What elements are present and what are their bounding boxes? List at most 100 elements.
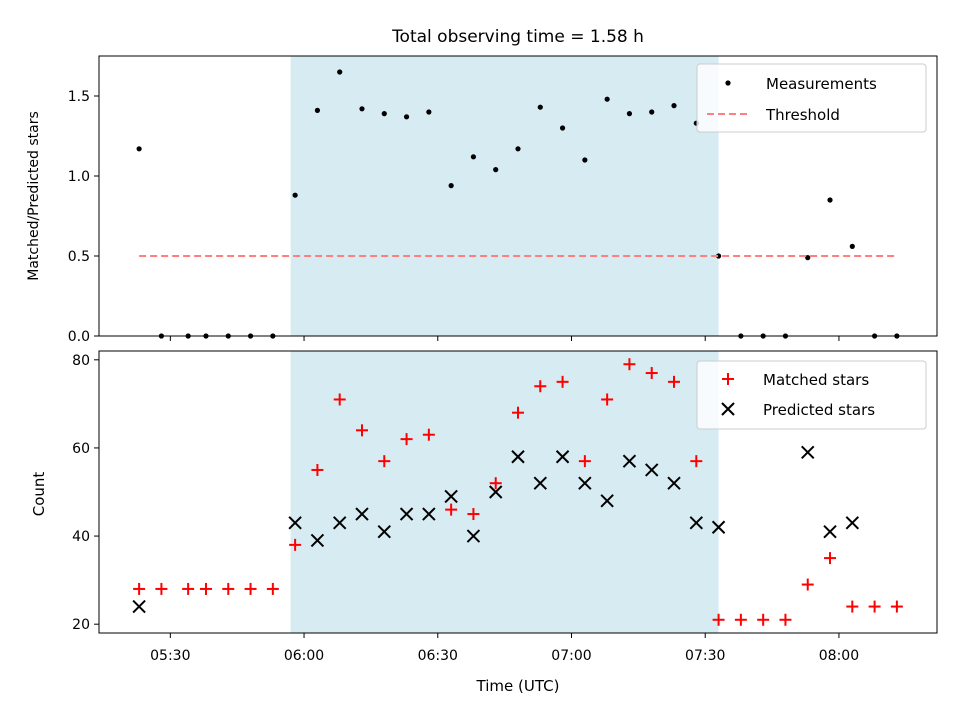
measurements-point: [448, 183, 454, 189]
ratio-panel-frame: [98, 55, 938, 337]
matched-stars-point: [824, 552, 837, 565]
predicted-stars-point: [578, 476, 592, 490]
measurements-point: [604, 96, 610, 102]
predicted-stars-point: [466, 529, 481, 543]
legend-marker-measurements: [725, 80, 731, 86]
x-tick-label: 05:30: [150, 648, 190, 664]
matched-stars-point: [601, 393, 614, 406]
matched-stars-point: [244, 582, 257, 595]
measurements-point: [337, 69, 343, 75]
matched-stars-point: [400, 433, 413, 446]
predicted-stars-point: [689, 516, 704, 530]
y-tick-label: 80: [72, 353, 90, 369]
matched-stars-point: [422, 428, 435, 441]
x-tick-label: 06:00: [284, 648, 324, 664]
predicted-stars-point: [622, 454, 637, 468]
matched-stars-point: [534, 380, 547, 393]
legend-label-measurements: Measurements: [766, 75, 877, 93]
measurements-point: [715, 253, 722, 259]
predicted-stars-point: [332, 516, 347, 530]
matched-stars-point: [155, 582, 168, 595]
measurements-point: [515, 146, 521, 152]
measurements-point: [470, 154, 477, 160]
legend-label-matched-stars: Matched stars: [763, 371, 869, 389]
predicted-stars-point: [801, 445, 815, 460]
x-tick-label: 07:30: [685, 648, 725, 664]
measurements-point: [314, 107, 321, 113]
matched-stars-point: [890, 600, 903, 613]
measurements-point: [559, 125, 566, 131]
predicted-stars-point: [288, 516, 302, 530]
predicted-stars-point: [823, 524, 837, 539]
legend-marker-matched-stars: [722, 373, 734, 385]
matched-stars-point: [467, 508, 480, 521]
predicted-stars-point: [399, 507, 414, 521]
measurements-point: [359, 106, 365, 112]
matched-stars-point: [445, 503, 458, 516]
x-tick-label: 08:00: [819, 648, 859, 664]
matched-stars-point: [378, 455, 391, 468]
matched-stars-point: [266, 582, 279, 595]
matched-stars-point: [289, 538, 302, 551]
predicted-stars-point: [667, 476, 681, 490]
x-tick-label: 07:00: [551, 648, 591, 664]
matched-stars-point: [489, 477, 502, 490]
measurements-point: [292, 192, 298, 198]
count-panel-shaded-region: [290, 351, 719, 633]
predicted-stars-point: [555, 450, 570, 464]
ratio-y-axis-label: Matched/Predicted stars: [26, 111, 42, 281]
matched-stars-point: [757, 613, 770, 626]
matched-stars-point: [222, 582, 235, 595]
measurements-point: [849, 243, 855, 249]
predicted-stars-point: [377, 524, 391, 539]
ratio-panel: 0.0 0.5 1.0 1.5 Total observing time = 1.58…: [26, 27, 938, 345]
matched-stars-point: [734, 613, 747, 626]
measurements-point: [626, 111, 633, 117]
measurements-point: [403, 114, 410, 120]
matched-stars-point: [712, 613, 725, 626]
predicted-stars-point: [645, 463, 659, 477]
matched-stars-point: [512, 406, 524, 419]
measurements-point: [381, 111, 387, 117]
matched-stars-point: [623, 358, 636, 371]
matched-stars-point: [199, 582, 212, 595]
measurements-point: [537, 104, 543, 110]
matched-stars-point: [333, 393, 346, 406]
matched-stars-point: [182, 582, 195, 595]
measurements-point: [426, 109, 432, 115]
count-legend: Matched stars Predicted stars: [696, 360, 927, 430]
predicted-stars-point: [355, 507, 369, 521]
matched-stars-point: [355, 424, 368, 437]
ratio-panel-shaded-region: [290, 56, 719, 336]
matched-stars-point: [645, 367, 658, 380]
measurements-point: [136, 146, 142, 152]
matched-stars-point: [779, 613, 792, 626]
predicted-stars-point: [511, 450, 525, 464]
measurements-point: [671, 103, 677, 109]
matched-stars-point: [846, 600, 859, 613]
legend-marker-predicted-stars: [721, 402, 735, 416]
predicted-stars-point: [533, 476, 547, 490]
predicted-stars-point: [444, 489, 458, 504]
y-tick-label: 20: [72, 617, 90, 633]
legend-label-predicted-stars: Predicted stars: [763, 401, 875, 419]
matched-stars-point: [311, 463, 324, 476]
predicted-stars-point: [845, 516, 860, 530]
matched-stars-point: [668, 375, 681, 388]
matched-stars-point: [801, 578, 814, 591]
matched-stars-point: [578, 455, 591, 468]
matched-stars-point: [556, 375, 569, 388]
measurements-point: [493, 167, 499, 173]
predicted-stars-point: [489, 485, 503, 499]
chart-title: Total observing time = 1.58 h: [391, 27, 644, 47]
matched-stars-point: [868, 600, 881, 613]
predicted-stars-point: [422, 507, 436, 521]
y-tick-label: 1.0: [68, 169, 90, 185]
predicted-stars-point: [310, 533, 325, 548]
predicted-stars-point: [132, 599, 146, 614]
y-tick-label: 40: [72, 529, 90, 545]
y-tick-label: 0.0: [68, 329, 90, 345]
matched-stars-point: [133, 582, 146, 595]
